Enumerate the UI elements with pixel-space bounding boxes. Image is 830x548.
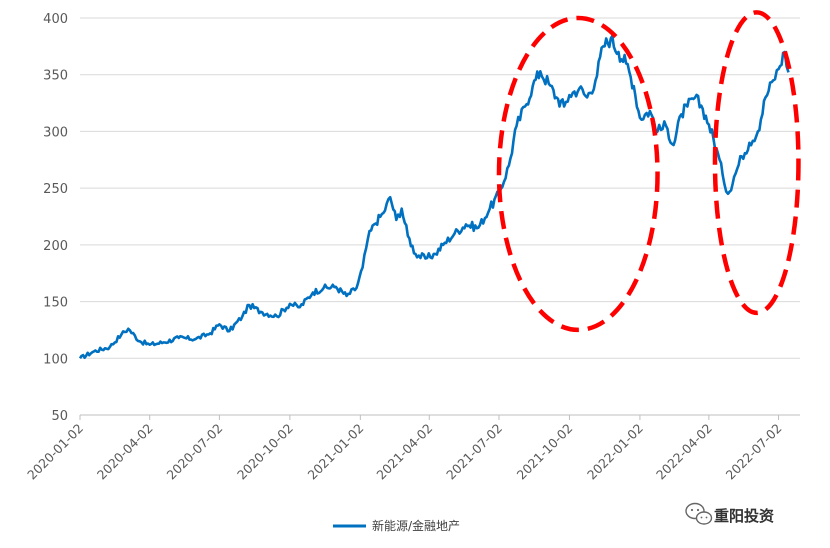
y-tick-label: 200 [43, 239, 68, 254]
x-tick-label: 2020-01-02 [24, 421, 86, 483]
series-layer [78, 34, 790, 360]
y-tick-label: 150 [43, 296, 68, 311]
gridlines [80, 17, 800, 416]
watermark-text: 重阳投资 [714, 507, 774, 525]
x-tick-label: 2021-04-02 [373, 421, 435, 483]
y-tick-label: 100 [43, 352, 68, 367]
wechat-icon [685, 502, 713, 525]
x-tick-label: 2022-04-02 [653, 421, 715, 483]
annotation-layer [496, 10, 801, 333]
series-line [78, 34, 790, 360]
x-tick-label: 2021-07-02 [443, 421, 505, 483]
legend: 新能源/金融地产 [333, 518, 460, 533]
watermark: 重阳投资 [685, 502, 774, 525]
y-tick-label: 50 [51, 409, 68, 424]
x-tick-label: 2020-10-02 [234, 421, 296, 483]
x-axis: 2020-01-02 2020-04-02 2020-07-02 2020-10-02… [24, 414, 800, 483]
x-tick-label: 2021-10-02 [514, 421, 576, 483]
dashed-ellipse-annotation [712, 10, 801, 316]
dashed-ellipse-annotation [496, 15, 660, 333]
y-tick-label: 350 [43, 69, 68, 84]
x-tick-label: 2021-01-02 [304, 421, 366, 483]
x-tick-label: 2020-04-02 [94, 421, 156, 483]
y-tick-label: 250 [43, 182, 68, 197]
x-tick-label: 2022-07-02 [723, 421, 785, 483]
y-tick-label: 400 [43, 12, 68, 27]
x-tick-label: 2022-01-02 [584, 421, 646, 483]
legend-label: 新能源/金融地产 [372, 518, 460, 533]
y-axis: 50 100 150 200 250 300 350 400 [43, 12, 68, 424]
x-tick-label: 2020-07-02 [164, 421, 226, 483]
y-tick-label: 300 [43, 125, 68, 140]
